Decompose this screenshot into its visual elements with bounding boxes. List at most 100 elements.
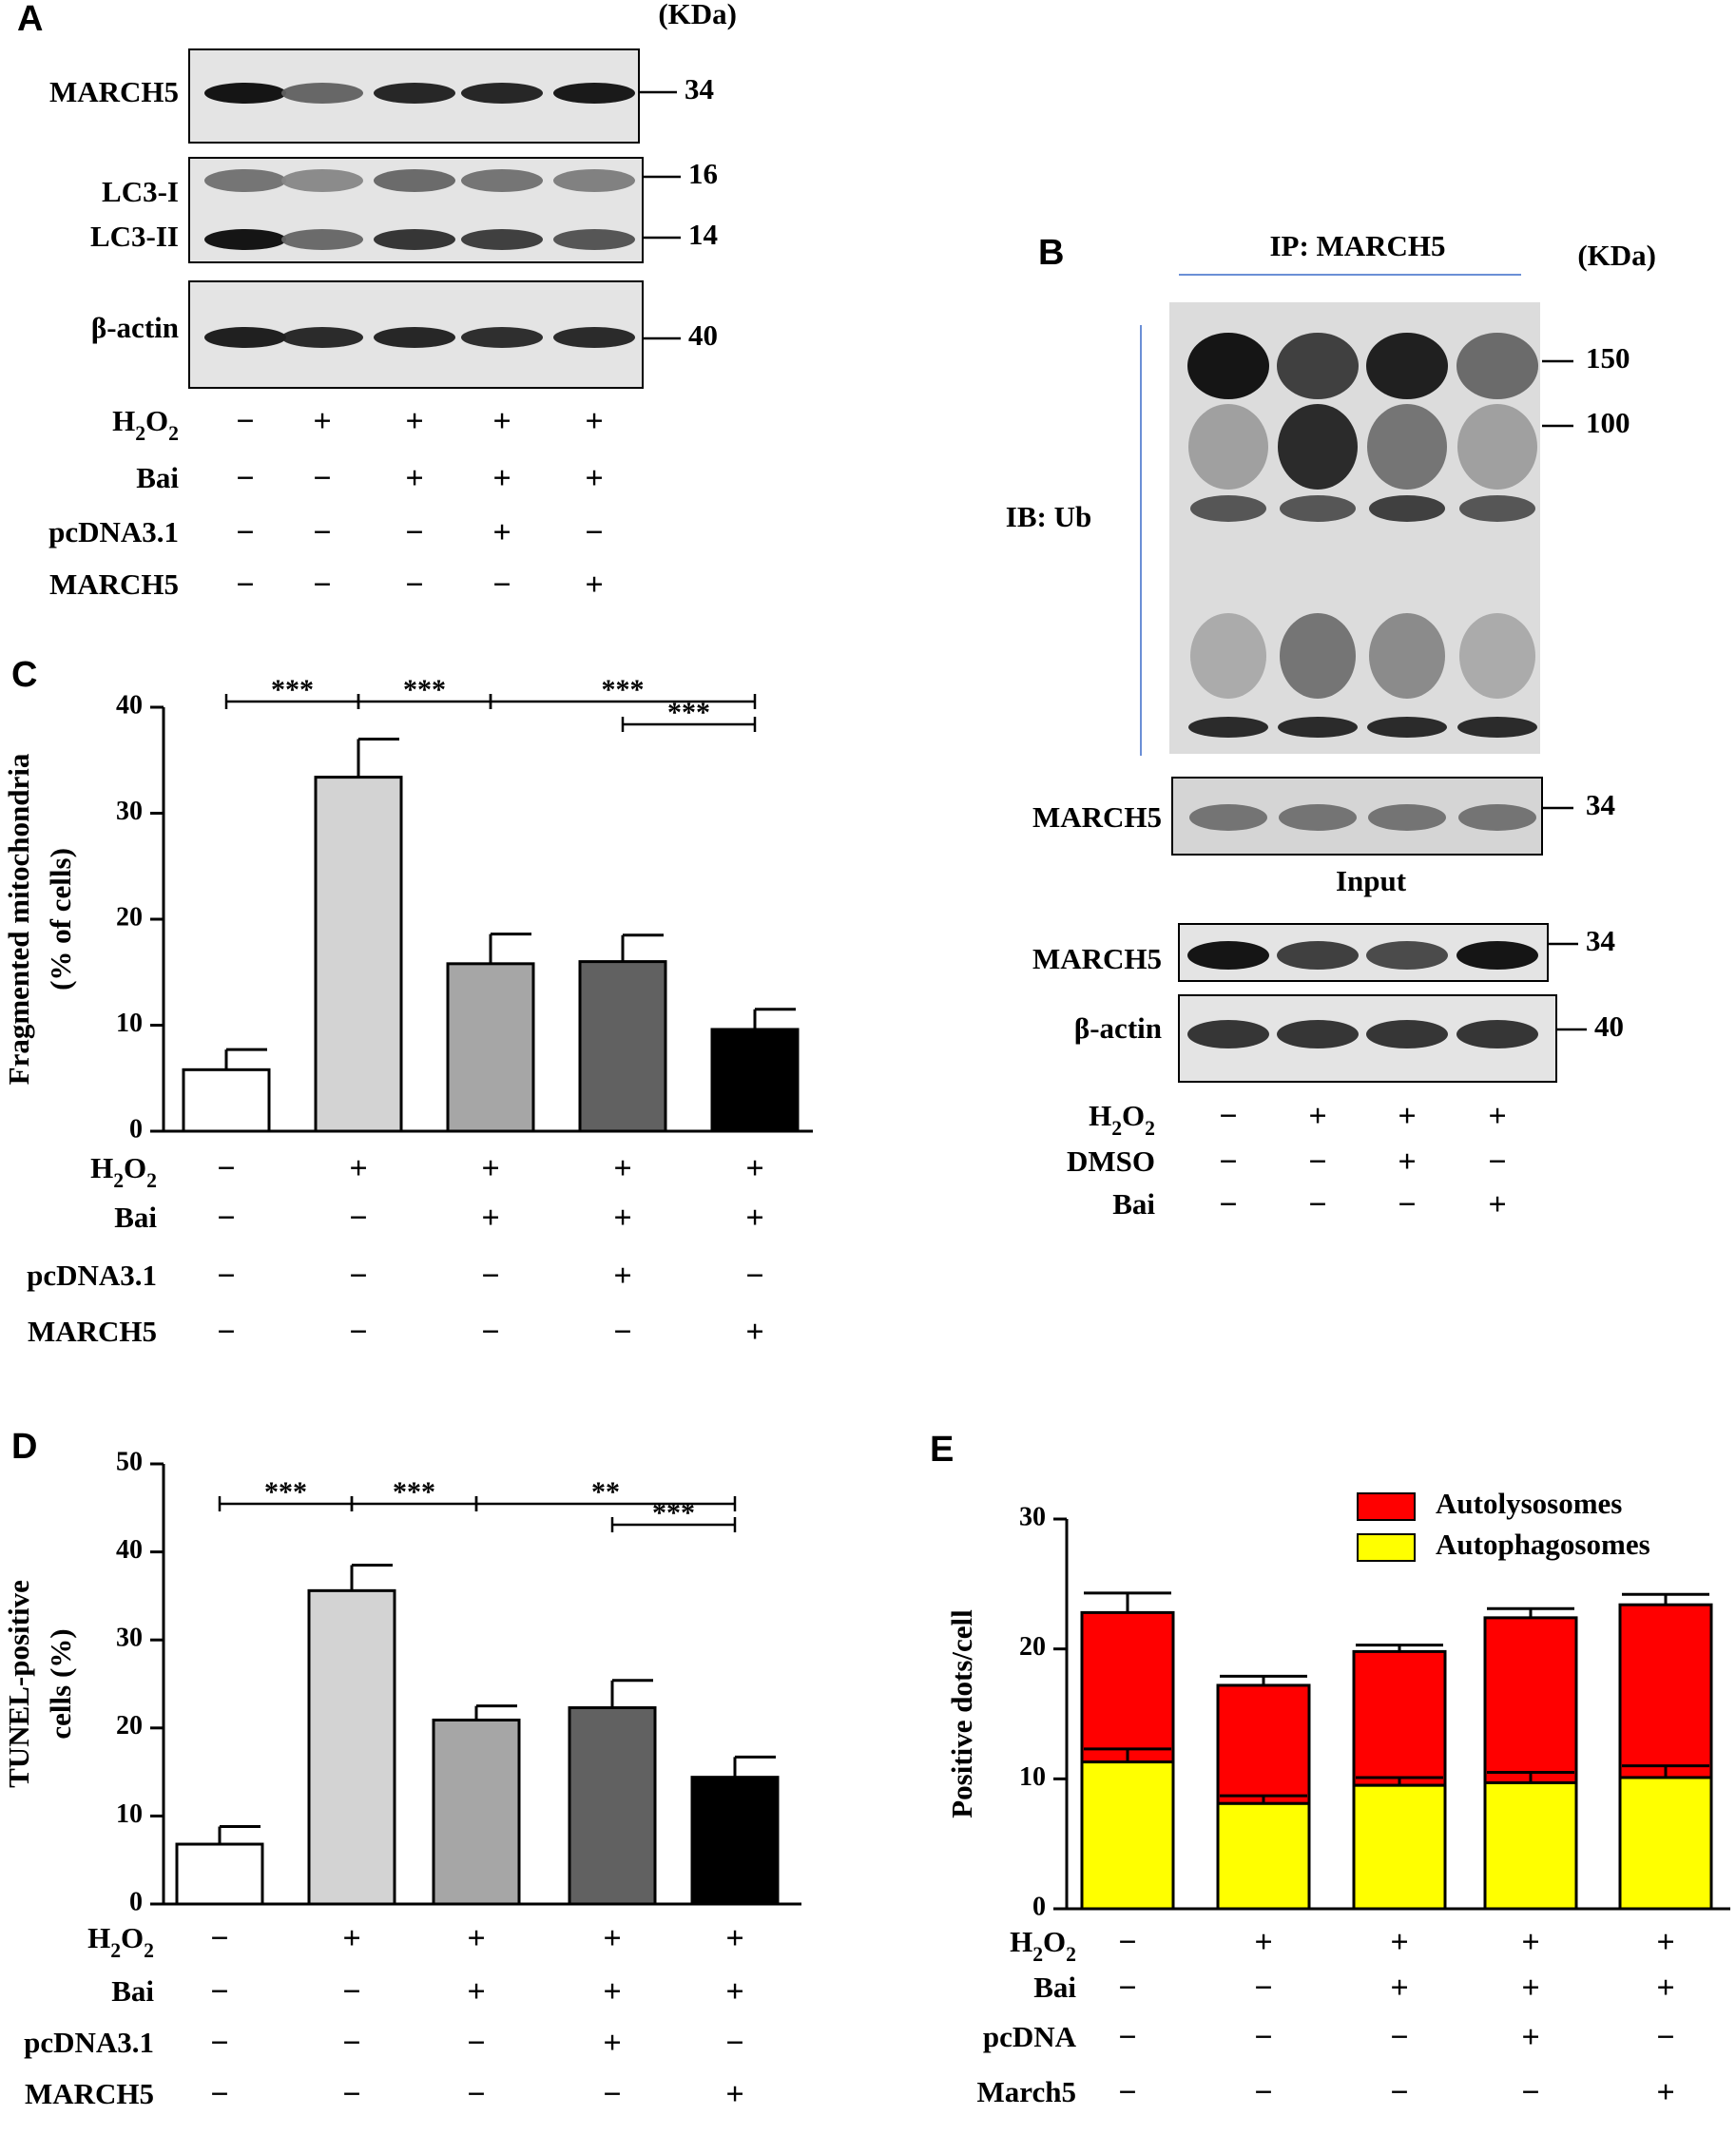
panel-label-B: B — [1038, 233, 1064, 273]
blot-a-1-marker-1: 14 — [688, 218, 718, 251]
input-blot-1 — [1178, 994, 1557, 1083]
ib-label: IB: Ub — [1006, 500, 1091, 533]
chart-c-cond-3-3: − — [613, 1315, 631, 1350]
blot-a-cond-3-1: − — [313, 567, 331, 603]
chart-e-cond-label-1: Bai — [1033, 1971, 1076, 2004]
ub-blot — [1169, 302, 1540, 754]
input-blot-0 — [1178, 923, 1549, 982]
chart-e-bar-autophagosomes-4 — [1618, 1776, 1713, 1911]
input-blot-0-band-3 — [1456, 941, 1538, 970]
chart-e-cond-0-0: − — [1118, 1925, 1136, 1960]
blot-a-2 — [188, 280, 644, 389]
chart-c-sig-label-1: *** — [403, 674, 446, 705]
blot-a-0-band-0-4 — [553, 83, 635, 104]
chart-c-cond-1-2: + — [481, 1201, 499, 1236]
panel-label-D: D — [11, 1427, 37, 1467]
chart-e-bar-autolysosomes-3 — [1483, 1616, 1578, 1784]
chart-c-cond-label-0: H2O2 — [90, 1151, 157, 1192]
blot-a-0-band-0-2 — [374, 83, 455, 104]
chart-e-cond-0-3: + — [1521, 1925, 1539, 1960]
blot-a-2-band-0-3 — [461, 327, 543, 348]
ub-smear-1 — [1278, 404, 1358, 490]
blot-a-0-band-0-0 — [204, 83, 286, 104]
chart-c-y-tick-label-0: 0 — [129, 1114, 143, 1144]
chart-d-bar-3 — [568, 1706, 657, 1906]
chart-e-y-tick-label-3: 30 — [1019, 1502, 1046, 1531]
chart-d-cond-2-2: − — [467, 2026, 485, 2061]
chart-c-cond-2-3: + — [613, 1259, 631, 1294]
blot-a-0-band-0-1 — [281, 83, 363, 104]
chart-e-cond-2-3: + — [1521, 2020, 1539, 2055]
chart-e-cond-label-2: pcDNA — [983, 2020, 1077, 2053]
ub-band-top-1 — [1277, 333, 1359, 399]
chart-d-sig-label-0: *** — [264, 1476, 307, 1508]
chart-c-y-tick-label-4: 40 — [116, 690, 143, 720]
chart-e-bar-autolysosomes-0 — [1080, 1610, 1175, 1764]
blot-a-cond-3-2: − — [405, 567, 423, 603]
chart-e-cond-1-4: + — [1656, 1971, 1674, 2006]
chart-d-cond-1-2: + — [467, 1974, 485, 2010]
blot-a-1-band-1-0 — [204, 229, 286, 250]
blot-a-cond-0-2: + — [405, 404, 423, 439]
chart-e-cond-3-0: − — [1118, 2075, 1136, 2110]
ub-smear-0 — [1188, 404, 1268, 490]
chart-e-legend: Autolysosomes Autophagosomes — [1357, 1487, 1650, 1562]
chart-d-cond-0-3: + — [603, 1921, 621, 1956]
chart-c-bar-3 — [578, 960, 667, 1133]
chart-d-cond-3-2: − — [467, 2077, 485, 2112]
chart-e-cond-0-2: + — [1390, 1925, 1408, 1960]
blot-a-cond-2-1: − — [313, 515, 331, 550]
blot-a-2-band-0-0 — [204, 327, 286, 348]
chart-d-cond-2-1: − — [342, 2026, 360, 2061]
input-blot-0-marker: 34 — [1586, 924, 1615, 957]
ub-smear-3 — [1457, 404, 1537, 490]
input-label: Input — [1336, 864, 1407, 897]
chart-c-cond-2-4: − — [745, 1259, 763, 1294]
chart-c-bar-2 — [446, 962, 535, 1133]
ip-march5-band-2 — [1368, 804, 1446, 831]
chart-d-cond-2-4: − — [725, 2026, 743, 2061]
ub-band-mid-3 — [1459, 495, 1535, 522]
chart-d-ylabel-line-1: cells (%) — [44, 1628, 77, 1739]
chart-d-cond-2-0: − — [210, 2026, 228, 2061]
blot-a-cond-0-4: + — [585, 404, 603, 439]
kda-label-b: (KDa) — [1577, 239, 1656, 272]
chart-e-cond-label-0: H2O2 — [1010, 1925, 1076, 1966]
blot-b-cond-1-0: − — [1219, 1144, 1237, 1180]
chart-d-y-tick-label-5: 50 — [116, 1447, 143, 1476]
chart-c-ylabel: Fragmented mitochondria (% of cells) — [2, 753, 77, 1085]
blot-a-cond-0-0: − — [236, 404, 254, 439]
chart-e-bar-autophagosomes-2 — [1352, 1783, 1447, 1911]
input-blot-0-band-1 — [1277, 941, 1359, 970]
input-blot-1-band-1 — [1277, 1020, 1359, 1048]
chart-e-cond-3-4: + — [1656, 2075, 1674, 2110]
ub-marker-0: 150 — [1586, 341, 1630, 375]
blot-a-1-band-1-1 — [281, 229, 363, 250]
chart-c-cond-3-1: − — [349, 1315, 367, 1350]
chart-c-cond-2-2: − — [481, 1259, 499, 1294]
chart-d-cond-3-0: − — [210, 2077, 228, 2112]
blot-b-cond-1-3: − — [1488, 1144, 1506, 1180]
chart-c-sig-label-0: *** — [271, 674, 314, 705]
chart-c-y-tick-label-3: 30 — [116, 797, 143, 826]
chart-e-cond-3-2: − — [1390, 2075, 1408, 2110]
chart-d-sig-label-2: ** — [591, 1476, 620, 1508]
ip-march5-marker: 34 — [1586, 788, 1615, 821]
chart-d-cond-3-4: + — [725, 2077, 743, 2112]
chart-c-cond-2-1: − — [349, 1259, 367, 1294]
input-blot-0-label: MARCH5 — [1032, 942, 1162, 975]
chart-e-bar-autophagosomes-0 — [1080, 1760, 1175, 1911]
chart-d-cond-1-3: + — [603, 1974, 621, 2010]
chart-c-cond-3-4: + — [745, 1315, 763, 1350]
chart-d-y-tick-label-0: 0 — [129, 1887, 143, 1916]
blot-a-cond-2-3: + — [492, 515, 511, 550]
ip-march5-label: MARCH5 — [1032, 800, 1162, 834]
blot-a-cond-2-2: − — [405, 515, 423, 550]
blot-a-cond-label-0: H2O2 — [112, 404, 179, 445]
panel-label-E: E — [930, 1430, 954, 1470]
chart-d-cond-2-3: + — [603, 2026, 621, 2061]
blot-a-1-band-1-3 — [461, 229, 543, 250]
